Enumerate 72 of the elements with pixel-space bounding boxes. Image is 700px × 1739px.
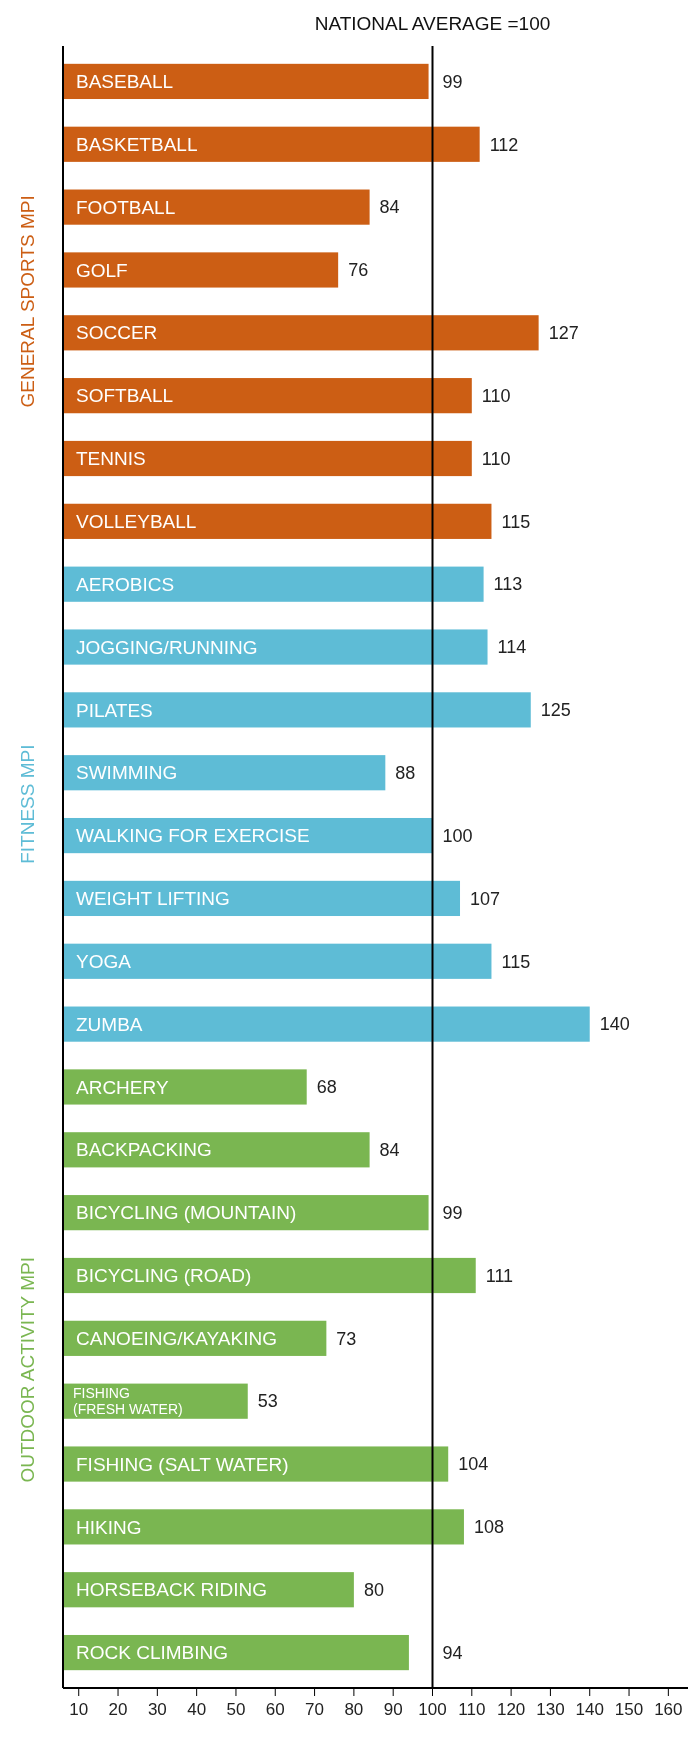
y-tick-label: ARCHERY	[76, 1076, 169, 1098]
y-tick-label: SWIMMING	[76, 762, 178, 784]
data-label: 76	[348, 260, 369, 281]
y-tick-label: FOOTBALL	[76, 196, 176, 218]
x-tick-label: 80	[344, 1700, 364, 1719]
x-tick-label: 30	[147, 1700, 167, 1719]
text: OUTDOOR ACTIVITY MPI	[17, 1256, 38, 1483]
data-label: 115	[501, 951, 531, 972]
y-tick-label: PILATES	[76, 699, 153, 721]
x-tick-label: 70	[305, 1700, 325, 1719]
y-tick-label: GOLF	[76, 259, 128, 281]
x-tick-label: 100	[418, 1700, 447, 1719]
y-tick-label: WALKING FOR EXERCISE	[76, 825, 310, 847]
y-tick-label: HIKING	[76, 1516, 142, 1538]
data-label: 115	[501, 511, 531, 532]
x-tick-label: 130	[536, 1700, 565, 1719]
text: GENERAL SPORTS MPI	[17, 195, 38, 408]
data-label: 111	[485, 1265, 514, 1286]
data-label: 99	[442, 1202, 463, 1223]
data-label: 88	[395, 763, 416, 784]
data-label: 113	[493, 574, 523, 595]
x-tick-label: 110	[458, 1700, 486, 1719]
data-label: 127	[548, 323, 579, 344]
y-tick-label: JOGGING/RUNNING	[76, 636, 258, 658]
y-tick-label: BASEBALL	[76, 71, 174, 93]
data-label: 140	[599, 1014, 630, 1035]
data-label: 100	[442, 825, 473, 846]
data-label: 94	[442, 1642, 463, 1663]
data-label: 68	[316, 1077, 337, 1098]
y-tick-label: AEROBICS	[76, 573, 175, 595]
y-tick-label: BASKETBALL	[76, 133, 198, 155]
y-tick-label: YOGA	[76, 950, 132, 972]
x-tick-label: 160	[654, 1700, 683, 1719]
x-tick-label: 140	[575, 1700, 604, 1719]
x-tick-label: 90	[383, 1700, 403, 1719]
y-tick-label: ROCK CLIMBING	[76, 1642, 229, 1664]
text: FITNESS MPI	[17, 744, 38, 864]
data-label: 110	[481, 448, 511, 469]
data-label: 107	[470, 888, 501, 909]
y-tick-label: FISHING (SALT WATER)	[76, 1453, 289, 1475]
x-tick-label: 40	[187, 1700, 207, 1719]
y-tick-label: CANOEING/KAYAKING	[76, 1328, 277, 1349]
x-tick-label: 150	[614, 1700, 644, 1719]
y-tick-label: ZUMBA	[76, 1013, 143, 1035]
data-label: 99	[442, 71, 463, 92]
data-label: 112	[489, 134, 519, 155]
y-tick-label: BICYCLING (ROAD)	[76, 1265, 252, 1287]
x-tick-label: 50	[226, 1700, 246, 1719]
y-tick-label: SOCCER	[76, 322, 158, 344]
data-label: 73	[336, 1328, 357, 1349]
data-label: 114	[497, 637, 527, 658]
y-tick-label: VOLLEYBALL	[76, 511, 197, 532]
x-tick-label: 120	[496, 1700, 526, 1719]
data-label: 84	[379, 197, 400, 218]
data-label: 80	[363, 1580, 384, 1601]
data-label: 53	[257, 1391, 278, 1412]
data-label: 110	[481, 385, 511, 406]
y-tick-label: TENNIS	[76, 448, 146, 470]
y-tick-label: BICYCLING (MOUNTAIN)	[76, 1202, 297, 1224]
data-label: 125	[540, 700, 571, 721]
x-tick-label: 20	[108, 1700, 128, 1719]
data-label: 84	[379, 1140, 400, 1161]
y-tick-label: SOFTBALL	[76, 385, 174, 407]
x-tick-label: 60	[265, 1700, 285, 1719]
ref-line-label: NATIONAL AVERAGE =100	[314, 13, 551, 34]
data-label: 108	[473, 1517, 504, 1538]
y-tick-label: FISHING (FRESH WATER)	[73, 1385, 183, 1417]
y-tick-label: HORSEBACK RIDING	[76, 1579, 268, 1601]
y-tick-label: WEIGHT LIFTING	[76, 888, 230, 910]
y-tick-label: BACKPACKING	[76, 1139, 212, 1161]
data-label: 104	[458, 1454, 489, 1475]
x-tick-label: 10	[69, 1700, 89, 1719]
